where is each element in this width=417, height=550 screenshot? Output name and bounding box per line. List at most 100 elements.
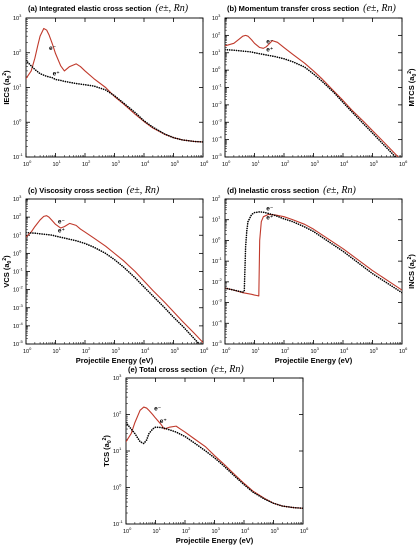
- y-tick-base: 10: [212, 68, 218, 74]
- y-tick-base: 10: [13, 233, 19, 239]
- y-tick-label: 10-3: [212, 117, 222, 126]
- y-label-sup: 2: [102, 437, 108, 440]
- x-tick-exponent: 3: [218, 526, 221, 531]
- y-tick-exponent: 1: [119, 446, 122, 451]
- x-tick-exponent: 4: [247, 526, 250, 531]
- y-tick-exponent: 0: [19, 248, 22, 253]
- series-line-electron-c: [26, 215, 203, 344]
- y-tick-exponent: -5: [218, 152, 222, 157]
- x-tick-base: 10: [182, 529, 188, 535]
- x-tick-base: 10: [370, 349, 376, 355]
- chart-d: (d) Inelastic cross section (e±, Rn)10010…: [212, 185, 417, 365]
- y-label-text: MTCS (a: [407, 76, 416, 107]
- y-tick-label: 10-1: [13, 152, 23, 161]
- x-tick-exponent: 2: [88, 159, 91, 164]
- x-tick-label: 104: [340, 159, 349, 168]
- x-tick-exponent: 6: [206, 346, 209, 351]
- x-tick-base: 10: [271, 529, 277, 535]
- y-tick-base: 10: [13, 306, 19, 312]
- x-tick-base: 10: [123, 529, 129, 535]
- y-tick-base: 10: [212, 138, 218, 144]
- chart-title-d: (d) Inelastic cross section (e±, Rn): [227, 185, 356, 196]
- x-tick-exponent: 1: [159, 526, 162, 531]
- y-tick-base: 10: [13, 342, 19, 348]
- x-axis-label-d: Projectile Energy (eV): [275, 356, 353, 365]
- x-tick-exponent: 2: [287, 159, 290, 164]
- y-label-text: IECS (a: [2, 78, 11, 105]
- chart-title-text: (d) Inelastic cross section: [227, 186, 320, 195]
- y-label-close: ): [407, 254, 416, 257]
- y-tick-base: 10: [13, 16, 19, 22]
- y-label-sup: 2: [2, 258, 8, 261]
- x-tick-label: 101: [53, 346, 62, 355]
- y-tick-base: 10: [212, 155, 218, 161]
- x-tick-base: 10: [112, 349, 118, 355]
- y-tick-label: 100: [212, 235, 221, 244]
- x-tick-base: 10: [153, 529, 159, 535]
- x-tick-label: 100: [23, 159, 32, 168]
- y-tick-exponent: 0: [19, 117, 22, 122]
- y-tick-exponent: -3: [218, 117, 222, 122]
- y-tick-exponent: -2: [19, 285, 23, 290]
- chart-title-text: (b) Momentum transfer cross section: [227, 4, 360, 13]
- x-tick-label: 103: [311, 159, 320, 168]
- y-tick-exponent: 1: [218, 48, 221, 53]
- x-tick-exponent: 1: [59, 346, 62, 351]
- x-tick-exponent: 5: [376, 159, 379, 164]
- x-tick-label: 101: [153, 526, 162, 535]
- chart-title-math: (e±, Rn): [155, 3, 188, 14]
- x-tick-base: 10: [281, 349, 287, 355]
- y-tick-base: 10: [212, 16, 218, 22]
- chart-title-a: (a) Integrated elastic cross section (e±,…: [28, 3, 189, 14]
- x-tick-exponent: 2: [287, 346, 290, 351]
- series-label-positron: e⁺: [58, 228, 65, 235]
- y-tick-base: 10: [212, 103, 218, 109]
- y-tick-label: 10-2: [13, 285, 23, 294]
- y-axis-label-d: INCS (a02): [407, 254, 417, 289]
- y-tick-label: 10-1: [13, 267, 23, 276]
- y-tick-label: 100: [113, 483, 122, 492]
- series-label-electron: e⁻: [154, 405, 161, 412]
- y-tick-label: 101: [13, 83, 22, 92]
- y-tick-label: 102: [13, 48, 22, 57]
- series-line-positron-d: [225, 211, 402, 294]
- x-tick-label: 104: [241, 526, 250, 535]
- y-tick-exponent: -1: [19, 152, 23, 157]
- x-tick-label: 101: [252, 346, 261, 355]
- y-tick-base: 10: [113, 522, 119, 528]
- y-tick-exponent: 0: [218, 235, 221, 240]
- x-tick-base: 10: [23, 349, 29, 355]
- series-label-electron: e⁻: [49, 45, 56, 52]
- y-tick-label: 102: [212, 194, 221, 203]
- y-label-close: ): [407, 68, 416, 71]
- x-tick-base: 10: [112, 162, 118, 168]
- y-tick-exponent: -3: [19, 303, 23, 308]
- y-tick-label: 100: [13, 248, 22, 257]
- y-label-sub: 0: [7, 260, 13, 263]
- y-tick-label: 10-1: [113, 519, 123, 528]
- series-label-positron: e⁺: [160, 418, 167, 425]
- x-tick-label: 106: [200, 346, 209, 355]
- x-tick-base: 10: [212, 529, 218, 535]
- y-tick-label: 101: [113, 446, 122, 455]
- x-tick-exponent: 3: [317, 346, 320, 351]
- y-label-close: ): [2, 70, 11, 73]
- x-tick-label: 105: [370, 159, 379, 168]
- x-tick-label: 103: [212, 526, 221, 535]
- y-tick-label: 10-4: [212, 318, 222, 327]
- x-tick-label: 100: [123, 526, 132, 535]
- y-tick-base: 10: [13, 324, 19, 330]
- y-tick-base: 10: [212, 342, 218, 348]
- y-tick-exponent: -4: [218, 318, 222, 323]
- x-tick-exponent: 3: [118, 346, 121, 351]
- y-tick-exponent: 2: [19, 48, 22, 53]
- chart-title-c: (c) Viscosity cross section (e±, Rn): [28, 185, 160, 196]
- y-tick-base: 10: [13, 270, 19, 276]
- x-tick-exponent: 0: [228, 346, 231, 351]
- y-tick-exponent: 0: [218, 65, 221, 70]
- x-tick-exponent: 0: [29, 159, 32, 164]
- x-tick-base: 10: [82, 162, 88, 168]
- x-tick-base: 10: [252, 162, 258, 168]
- x-tick-base: 10: [222, 349, 228, 355]
